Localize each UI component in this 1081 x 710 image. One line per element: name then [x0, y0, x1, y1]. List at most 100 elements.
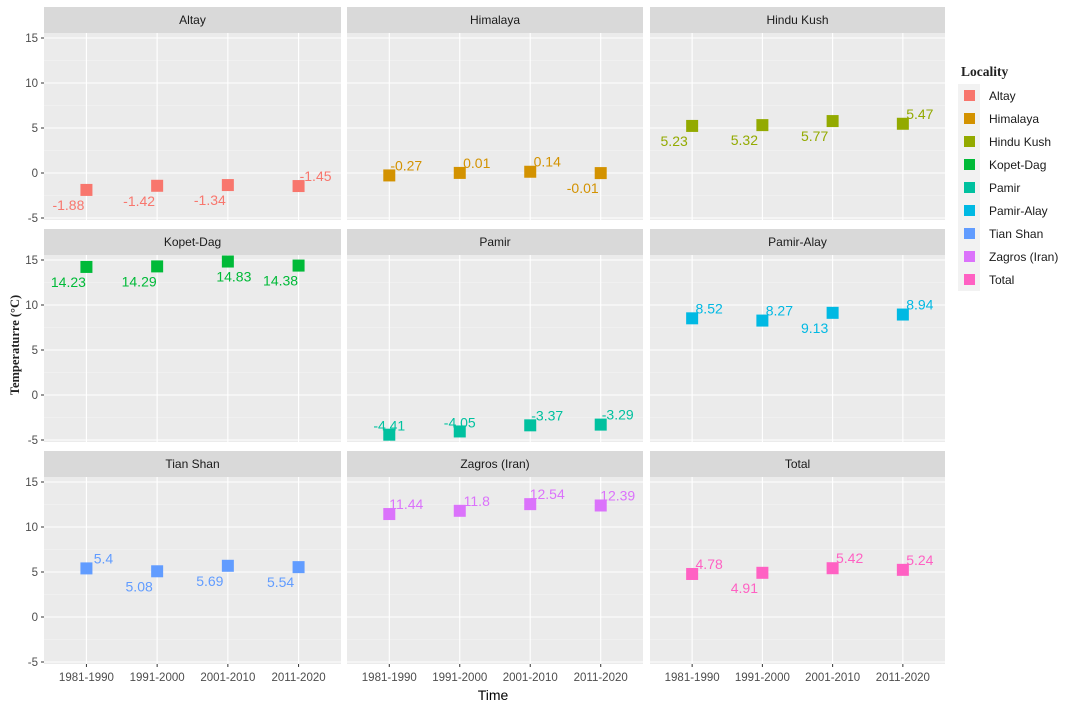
- legend-item: Pamir-Alay: [964, 204, 1048, 218]
- x-tick-label: 1991-2000: [735, 672, 790, 684]
- data-label: 5.69: [196, 573, 223, 589]
- data-point: [292, 259, 305, 272]
- legend-label: Kopet-Dag: [989, 158, 1046, 172]
- x-tick-label: 1991-2000: [130, 672, 185, 684]
- data-label: 14.83: [216, 269, 251, 285]
- legend-label: Total: [989, 273, 1014, 287]
- data-point: [826, 562, 839, 575]
- legend-key-icon: [964, 136, 975, 147]
- panel-background: [44, 33, 341, 220]
- facet-strip: [650, 229, 945, 255]
- y-tick-label: 15: [25, 33, 38, 45]
- data-label: 5.32: [731, 132, 758, 148]
- x-tick-label: 1981-1990: [362, 672, 417, 684]
- data-point: [826, 306, 839, 319]
- y-axis-title: Temperaturre (°C): [8, 295, 22, 395]
- data-point: [151, 565, 164, 578]
- data-point: [826, 115, 839, 128]
- data-point: [292, 561, 305, 574]
- x-tick-label: 1981-1990: [59, 672, 114, 684]
- data-point: [896, 308, 909, 321]
- data-label: 12.39: [600, 487, 635, 503]
- data-point: [453, 425, 466, 438]
- panel-background: [44, 255, 341, 442]
- data-label: 5.4: [94, 550, 114, 566]
- x-tick-label: 2001-2010: [805, 672, 860, 684]
- data-label: 12.54: [530, 486, 565, 502]
- x-tick-label: 2001-2010: [200, 672, 255, 684]
- facet-strip: [44, 451, 341, 477]
- data-label: 14.38: [263, 273, 298, 289]
- facet-strip: [44, 7, 341, 33]
- data-point: [292, 180, 305, 193]
- facet-strip-label: Tian Shan: [165, 457, 219, 471]
- y-tick-label: 10: [25, 78, 38, 90]
- data-label: 11.44: [389, 496, 423, 512]
- facet-strip-label: Himalaya: [470, 13, 520, 27]
- legend-key-icon: [964, 182, 975, 193]
- legend-item: Zagros (Iran): [964, 250, 1058, 264]
- data-point: [80, 562, 93, 575]
- data-label: 4.78: [696, 556, 723, 572]
- y-tick-label: 0: [32, 612, 38, 624]
- facet-panel-total: Total 4.78 4.91 5.42 5.24 1981-1990 1991-2000 2…: [650, 451, 945, 684]
- legend: Locality Altay Himalaya Hindu Kush Kopet-Dag…: [958, 64, 1058, 291]
- data-label: 5.54: [267, 574, 294, 590]
- legend-label: Pamir-Alay: [989, 204, 1048, 218]
- panel-background: [347, 255, 643, 442]
- legend-item: Himalaya: [964, 112, 1039, 126]
- data-label: 9.13: [801, 320, 828, 336]
- x-tick-label: 1991-2000: [432, 672, 487, 684]
- facet-panel-altay: Altay -1.88 -1.42 -1.34 -1.45 -5 0 5 10 15: [25, 7, 341, 225]
- y-tick-label: 5: [32, 567, 38, 579]
- facet-panel-himalaya: Himalaya -0.27 0.01 0.14 -0.01: [347, 7, 643, 220]
- data-label: -1.45: [300, 168, 332, 184]
- x-tick-label: 2011-2020: [876, 672, 930, 684]
- facet-strip: [347, 7, 643, 33]
- data-point: [151, 179, 164, 192]
- y-tick-label: -5: [28, 435, 38, 447]
- data-label: -0.27: [390, 157, 422, 173]
- data-point: [453, 166, 466, 179]
- facet-strip-label: Pamir: [479, 235, 510, 249]
- y-tick-label: 15: [25, 255, 38, 267]
- y-tick-label: 0: [32, 168, 38, 180]
- x-tick-label: 2011-2020: [574, 672, 628, 684]
- y-tick-label: 15: [25, 477, 38, 489]
- x-tick-label: 1981-1990: [665, 672, 720, 684]
- legend-item: Kopet-Dag: [964, 158, 1046, 172]
- y-tick-label: 0: [32, 390, 38, 402]
- legend-key-icon: [964, 159, 975, 170]
- data-label: 5.42: [836, 550, 863, 566]
- data-point: [594, 499, 607, 512]
- data-point: [686, 312, 699, 325]
- panel-background: [347, 33, 643, 220]
- data-label: 14.23: [51, 274, 86, 290]
- data-point: [221, 179, 234, 192]
- data-label: -3.37: [531, 407, 563, 423]
- legend-key-icon: [964, 251, 975, 262]
- facet-strip: [650, 451, 945, 477]
- legend-key-icon: [964, 205, 975, 216]
- data-point: [896, 117, 909, 130]
- data-label: 8.52: [696, 300, 723, 316]
- data-label: 5.47: [906, 106, 933, 122]
- data-point: [524, 498, 537, 511]
- y-tick-label: 5: [32, 123, 38, 135]
- data-label: 11.8: [464, 493, 490, 509]
- data-label: 5.24: [906, 552, 933, 568]
- legend-key-icon: [964, 228, 975, 239]
- y-tick-label: -5: [28, 213, 38, 225]
- data-label: 5.23: [661, 133, 688, 149]
- data-label: 0.14: [534, 154, 561, 170]
- panel-background: [650, 255, 945, 442]
- data-point: [686, 119, 699, 132]
- data-label: 8.94: [906, 297, 933, 313]
- data-label: -1.42: [123, 193, 155, 209]
- y-tick-label: 10: [25, 300, 38, 312]
- data-label: 5.77: [801, 128, 828, 144]
- facet-strip: [347, 229, 643, 255]
- data-label: 4.91: [731, 580, 758, 596]
- data-point: [453, 504, 466, 517]
- legend-label: Tian Shan: [989, 227, 1043, 241]
